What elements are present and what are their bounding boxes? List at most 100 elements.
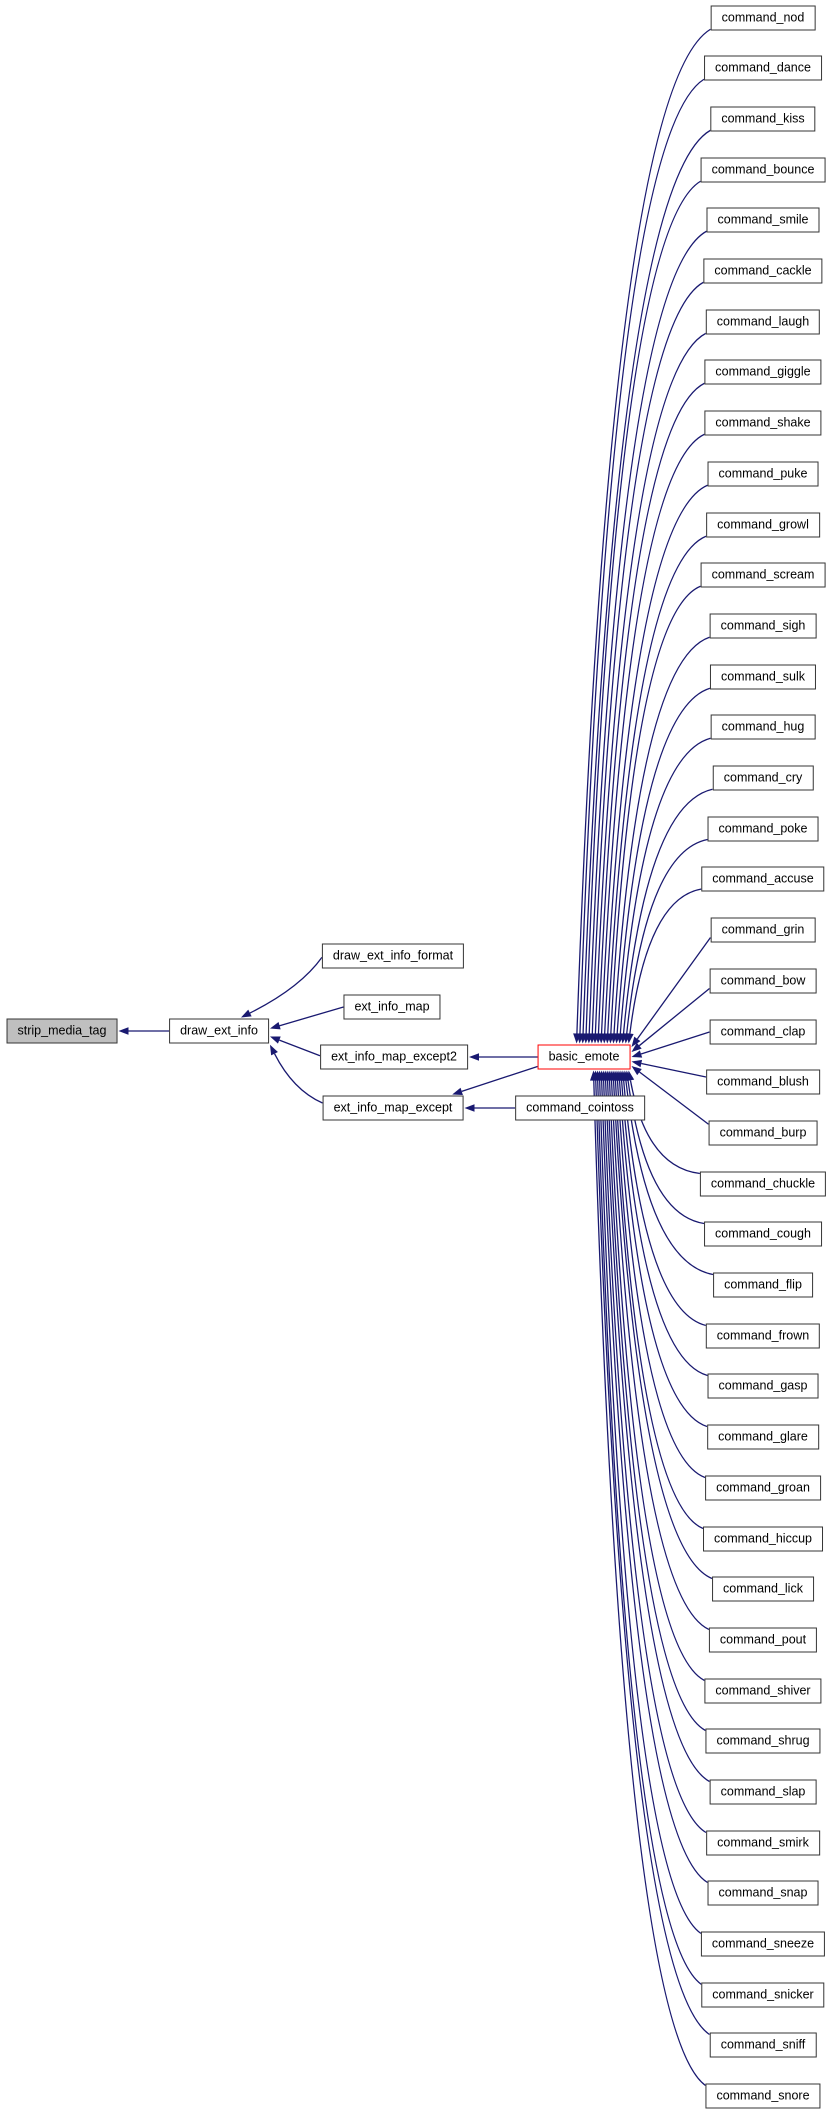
node-label: command_accuse: [712, 871, 814, 886]
graph-node-command_dance[interactable]: command_dance: [704, 55, 822, 81]
graph-node-command_nod[interactable]: command_nod: [710, 5, 816, 31]
graph-node-draw_ext_info[interactable]: draw_ext_info: [169, 1018, 269, 1044]
graph-node-ext_info_map[interactable]: ext_info_map: [343, 994, 441, 1020]
node-label: ext_info_map_except: [333, 1100, 453, 1115]
graph-node-command_growl[interactable]: command_growl: [706, 512, 820, 538]
graph-node-command_blush[interactable]: command_blush: [706, 1069, 820, 1095]
graph-node-command_kiss[interactable]: command_kiss: [710, 106, 816, 132]
graph-node-command_shiver[interactable]: command_shiver: [704, 1678, 822, 1704]
graph-node-command_bow[interactable]: command_bow: [709, 968, 817, 994]
graph-node-command_chuckle[interactable]: command_chuckle: [699, 1171, 827, 1197]
graph-node-ext_info_map_except[interactable]: ext_info_map_except: [322, 1095, 464, 1121]
graph-node-command_sulk[interactable]: command_sulk: [709, 664, 817, 690]
node-label: command_clap: [720, 1024, 806, 1039]
node-label: command_bounce: [711, 162, 815, 177]
node-label: command_sigh: [720, 618, 806, 633]
graph-node-command_cointoss[interactable]: command_cointoss: [515, 1095, 645, 1121]
node-label: command_dance: [715, 60, 811, 75]
edge-command_burp-to-basic_emote: [631, 1066, 709, 1125]
edge-draw_ext_info-to-strip_media_tag: [118, 1027, 169, 1035]
node-label: command_glare: [718, 1429, 808, 1444]
node-label: ext_info_map: [354, 999, 430, 1014]
node-label: command_cointoss: [526, 1100, 634, 1115]
graph-node-command_sneeze[interactable]: command_sneeze: [700, 1931, 826, 1957]
graph-node-command_cry[interactable]: command_cry: [712, 765, 814, 791]
edge-command_cointoss-to-ext_info_map_except: [464, 1104, 515, 1112]
node-label: command_puke: [718, 466, 808, 481]
node-label: command_scream: [711, 567, 815, 582]
graph-node-command_hug[interactable]: command_hug: [710, 714, 816, 740]
graph-node-command_snicker[interactable]: command_snicker: [701, 1982, 825, 2008]
graph-node-command_giggle[interactable]: command_giggle: [704, 359, 822, 385]
edge-ext_info_map-to-draw_ext_info: [270, 1006, 344, 1030]
graph-node-command_bounce[interactable]: command_bounce: [700, 157, 826, 183]
graph-node-draw_ext_info_format[interactable]: draw_ext_info_format: [321, 943, 465, 969]
graph-node-command_smile[interactable]: command_smile: [706, 207, 820, 233]
graph-node-command_cackle[interactable]: command_cackle: [703, 258, 823, 284]
node-label: command_smirk: [717, 1835, 809, 1850]
graph-node-command_grin[interactable]: command_grin: [710, 917, 816, 943]
edge-basic_emote-to-ext_info_map_except2: [469, 1053, 538, 1061]
node-label: command_poke: [718, 821, 808, 836]
edge-command_blush-to-basic_emote: [631, 1059, 707, 1078]
edge-command_accuse-to-basic_emote: [626, 888, 702, 1044]
graph-node-command_gasp[interactable]: command_gasp: [707, 1373, 819, 1399]
graph-node-strip_media_tag[interactable]: strip_media_tag: [6, 1018, 118, 1044]
edge-command_snore-to-basic_emote: [589, 1070, 706, 2087]
edge-command_nod-to-basic_emote: [573, 28, 711, 1044]
edge-command_bow-to-basic_emote: [631, 987, 710, 1052]
graph-node-command_glare[interactable]: command_glare: [707, 1424, 819, 1450]
graph-node-command_lick[interactable]: command_lick: [712, 1576, 814, 1602]
graph-node-command_snap[interactable]: command_snap: [707, 1880, 819, 1906]
node-label: command_burp: [719, 1125, 807, 1140]
node-label: basic_emote: [548, 1049, 620, 1064]
graph-node-command_laugh[interactable]: command_laugh: [705, 309, 821, 335]
edge-ext_info_map_except2-to-draw_ext_info: [270, 1036, 321, 1057]
node-label: command_pout: [719, 1632, 807, 1647]
node-label: command_kiss: [721, 111, 805, 126]
node-label: command_gasp: [718, 1378, 808, 1393]
graph-node-command_frown[interactable]: command_frown: [705, 1323, 821, 1349]
node-label: command_hiccup: [714, 1531, 812, 1546]
graph-node-command_poke[interactable]: command_poke: [707, 816, 819, 842]
node-label: strip_media_tag: [17, 1023, 107, 1038]
graph-node-command_shrug[interactable]: command_shrug: [705, 1728, 821, 1754]
graph-node-basic_emote[interactable]: basic_emote: [537, 1044, 631, 1070]
node-label: command_frown: [716, 1328, 810, 1343]
graph-node-ext_info_map_except2[interactable]: ext_info_map_except2: [320, 1044, 468, 1070]
node-label: ext_info_map_except2: [331, 1049, 457, 1064]
node-label: command_smile: [717, 212, 809, 227]
node-label: command_growl: [717, 517, 809, 532]
graph-node-command_snore[interactable]: command_snore: [705, 2083, 821, 2109]
graph-node-command_burp[interactable]: command_burp: [708, 1120, 818, 1146]
node-label: command_laugh: [716, 314, 810, 329]
node-label: command_bow: [720, 973, 806, 988]
graph-node-command_puke[interactable]: command_puke: [707, 461, 819, 487]
edge-draw_ext_info_format-to-draw_ext_info: [241, 956, 323, 1018]
node-label: command_slap: [720, 1784, 806, 1799]
graph-node-command_accuse[interactable]: command_accuse: [701, 866, 825, 892]
graph-node-command_clap[interactable]: command_clap: [709, 1019, 817, 1045]
edge-ext_info_map_except-to-draw_ext_info: [270, 1044, 323, 1104]
edge-command_glare-to-basic_emote: [615, 1070, 708, 1428]
graph-node-command_pout[interactable]: command_pout: [708, 1627, 818, 1653]
graph-node-command_shake[interactable]: command_shake: [704, 410, 822, 436]
node-label: command_snore: [716, 2088, 810, 2103]
node-label: command_shake: [715, 415, 811, 430]
graph-node-command_slap[interactable]: command_slap: [709, 1779, 817, 1805]
graph-node-command_sniff[interactable]: command_sniff: [709, 2032, 817, 2058]
graph-node-command_hiccup[interactable]: command_hiccup: [703, 1526, 823, 1552]
node-label: command_lick: [723, 1581, 803, 1596]
graph-node-command_groan[interactable]: command_groan: [705, 1475, 821, 1501]
graph-node-command_smirk[interactable]: command_smirk: [706, 1830, 820, 1856]
node-label: command_snicker: [712, 1987, 814, 2002]
graph-node-command_flip[interactable]: command_flip: [713, 1272, 813, 1298]
graph-node-command_sigh[interactable]: command_sigh: [709, 613, 817, 639]
node-label: command_sneeze: [711, 1936, 815, 1951]
edge-command_kiss-to-basic_emote: [579, 129, 711, 1044]
node-label: command_sulk: [720, 669, 806, 684]
graph-node-command_cough[interactable]: command_cough: [704, 1221, 822, 1247]
graph-node-command_scream[interactable]: command_scream: [700, 562, 826, 588]
edge-command_chuckle-to-basic_emote: [626, 1070, 701, 1175]
node-label: command_shiver: [715, 1683, 811, 1698]
